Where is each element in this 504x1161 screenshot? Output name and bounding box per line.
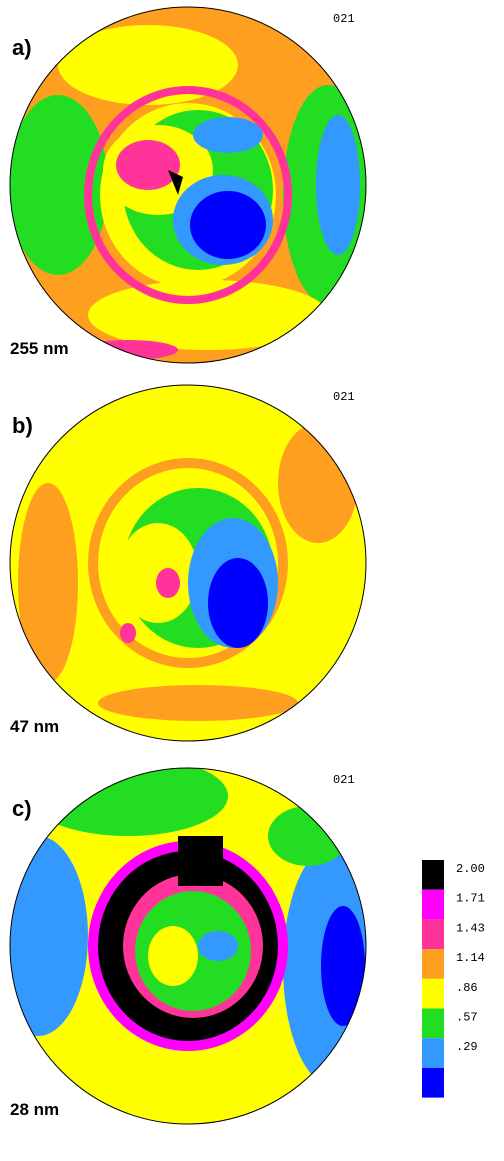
legend-swatch	[422, 949, 444, 979]
figure: 2.00 1.71 1.43 1.14 .86 .57 .29 a) 021 255 nm b) 0…	[0, 0, 504, 1161]
thickness-label: 47 nm	[10, 717, 59, 736]
legend-label: .29	[456, 1040, 478, 1054]
pole-index: 021	[333, 12, 355, 26]
legend-swatch	[422, 1009, 444, 1039]
legend-label: .57	[456, 1011, 478, 1025]
legend-swatch	[422, 919, 444, 949]
legend-label: .86	[456, 981, 478, 995]
legend-label: 1.43	[456, 921, 485, 935]
pole-index: 021	[333, 773, 355, 787]
legend-swatch	[422, 1068, 444, 1098]
legend-swatch	[422, 979, 444, 1009]
legend-label: 2.00	[456, 862, 485, 876]
pole-index: 021	[333, 390, 355, 404]
thickness-label: 255 nm	[10, 339, 69, 358]
panel-label: b)	[12, 413, 33, 438]
legend-label: 1.71	[456, 892, 485, 906]
legend-swatch	[422, 890, 444, 920]
legend: 2.00 1.71 1.43 1.14 .86 .57 .29	[422, 860, 485, 1098]
pole-figure-c	[0, 756, 383, 1126]
panel-label: c)	[12, 796, 32, 821]
legend-swatch	[422, 1038, 444, 1068]
panel-label: a)	[12, 35, 32, 60]
legend-swatch	[422, 860, 444, 890]
legend-label: 1.14	[456, 951, 485, 965]
thickness-label: 28 nm	[10, 1100, 59, 1119]
